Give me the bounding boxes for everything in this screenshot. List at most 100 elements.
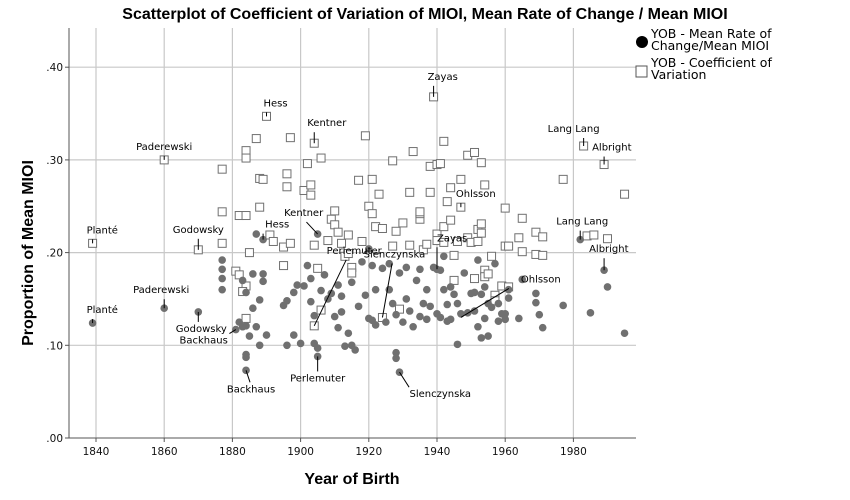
x-tick-label: 1840 [83,446,110,458]
data-point-mean-rate [310,311,319,320]
data-point-coef-variation [620,189,630,199]
data-point-coef-variation [316,305,326,315]
annotation-label: Ohlsson [521,274,561,285]
x-tick-label: 1980 [560,446,587,458]
data-point-coef-variation [476,158,486,168]
data-point-coef-variation [603,234,612,244]
data-point-coef-variation [500,203,510,213]
data-point-coef-variation [452,236,462,246]
data-point-coef-variation [251,134,261,144]
data-point-coef-variation [241,313,251,323]
data-point-coef-variation [367,174,377,184]
data-point-mean-rate [392,354,400,363]
data-point-mean-rate [358,258,366,266]
data-point-mean-rate [252,322,261,331]
data-point-mean-rate [252,230,261,238]
data-point-coef-variation [456,174,466,184]
data-point-mean-rate [293,281,301,289]
data-point-mean-rate [382,318,390,326]
data-point-mean-rate [491,259,499,268]
data-point-coef-variation [446,183,456,193]
data-point-coef-variation [483,269,493,279]
data-point-coef-variation [333,227,343,237]
data-point-coef-variation [279,261,289,271]
data-point-coef-variation [487,251,497,261]
data-point-mean-rate [416,312,424,321]
legend-marker-square [635,65,648,78]
data-point-mean-rate [259,270,267,278]
data-point-coef-variation [398,218,408,228]
data-point-coef-variation [299,185,309,195]
data-point-coef-variation [217,238,227,248]
data-point-coef-variation [343,230,353,240]
data-point-coef-variation [217,164,227,174]
data-point-coef-variation [391,226,401,236]
y-tick-label: .00 [46,433,63,445]
data-point-coef-variation [425,187,435,197]
axes [68,28,636,439]
annotation-label: Godowsky [173,225,224,236]
data-point-coef-variation [449,250,459,260]
y-axis-title: Proportion of Mean MIOI [20,160,37,346]
data-point-mean-rate [354,302,363,311]
point-annotations: PlantéPaderewskiGodowskyHessKentnerZayas… [87,72,632,400]
data-point-coef-variation [313,263,323,273]
data-point-mean-rate [440,252,448,261]
data-point-mean-rate [470,307,479,315]
annotation-label: Kentner [307,118,347,129]
data-point-coef-variation [476,228,486,238]
data-point-coef-variation [258,174,268,184]
data-point-mean-rate [477,290,486,299]
data-point-coef-variation [589,230,599,240]
data-point-mean-rate [450,290,458,299]
legend-label: YOB - Mean Rate of [650,26,772,41]
data-point-coef-variation [323,236,333,246]
data-point-mean-rate [388,299,397,308]
annotation-label: Godowsky [176,324,227,335]
data-point-mean-rate [532,289,540,298]
data-point-mean-rate [300,282,308,290]
annotation-label: Planté [87,304,118,316]
x-axis-title: Year of Birth [304,471,399,488]
data-point-mean-rate [218,285,226,294]
data-point-mean-rate [218,265,226,274]
data-point-mean-rate [330,312,339,321]
annotation-leader-line [313,259,347,327]
data-point-coef-variation [244,248,254,258]
data-point-mean-rate [453,299,462,308]
data-point-coef-variation [309,240,319,250]
data-point-mean-rate [515,314,523,323]
data-point-coef-variation [255,202,265,212]
y-tick-label: .30 [46,155,63,167]
data-point-mean-rate [501,309,510,318]
data-point-mean-rate [218,274,226,283]
data-point-coef-variation [473,236,483,246]
x-tick-label: 1880 [219,446,246,458]
data-point-mean-rate [446,283,455,291]
data-point-mean-rate [399,318,407,326]
data-point-coef-variation [538,232,548,242]
y-tick-label: .20 [46,248,63,260]
data-point-mean-rate [242,288,250,297]
y-tick-label: .10 [46,340,63,352]
annotation-leader-line [460,288,510,318]
data-point-mean-rate [409,322,417,331]
annotation-leader-line [306,221,319,235]
data-point-mean-rate [334,323,342,332]
data-point-mean-rate [474,322,482,331]
data-points [88,92,630,376]
x-tick-label: 1960 [492,446,519,458]
data-point-mean-rate [341,342,349,351]
data-point-coef-variation [241,146,251,156]
data-point-coef-variation [449,275,459,285]
data-point-mean-rate [303,261,312,270]
data-point-mean-rate [218,256,226,264]
annotation-label: Backhaus [180,336,228,347]
data-point-mean-rate [603,283,612,291]
data-point-mean-rate [474,256,482,264]
data-point-coef-variation [446,215,456,225]
x-tick-label: 1920 [355,446,382,458]
data-point-mean-rate [245,332,254,340]
data-point-mean-rate [477,334,486,342]
data-point-mean-rate [443,300,452,309]
